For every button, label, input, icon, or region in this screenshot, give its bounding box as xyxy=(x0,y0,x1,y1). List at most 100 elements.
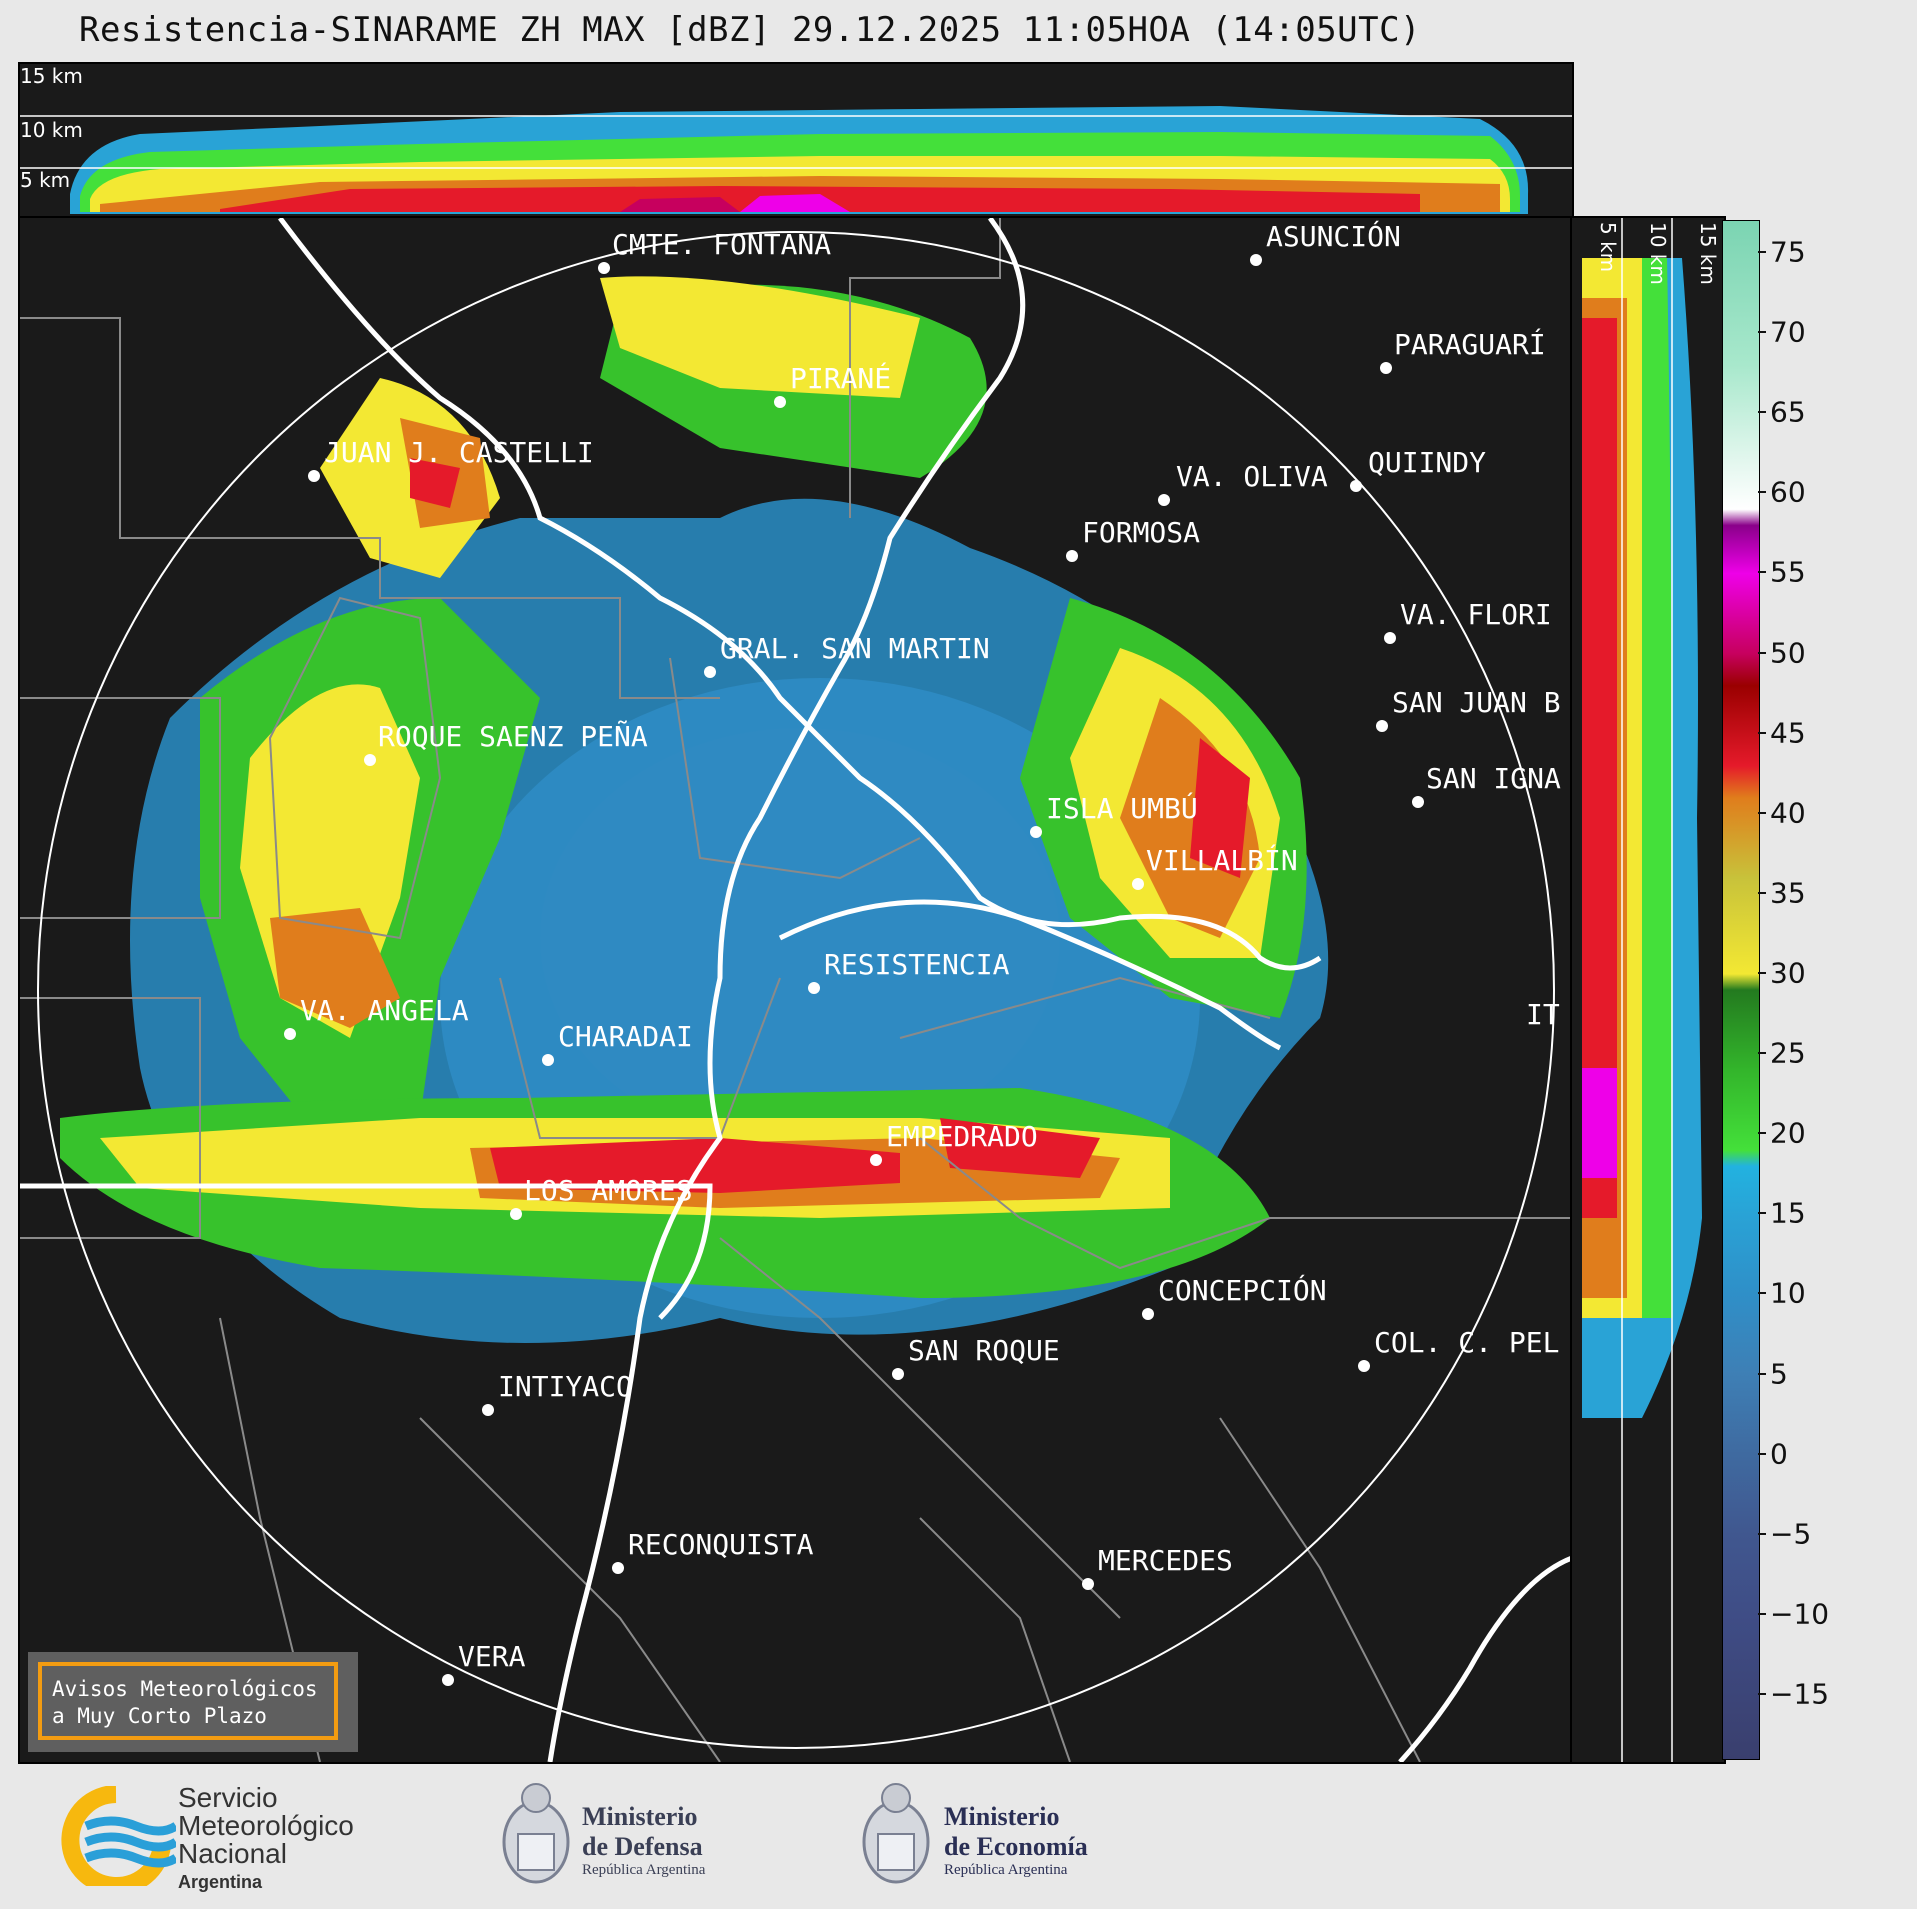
city-dot-los-amores[interactable] xyxy=(510,1208,522,1220)
city-dot-isla-umbu[interactable] xyxy=(1030,826,1042,838)
colorbar-tick-label: 70 xyxy=(1770,315,1806,349)
colorbar-tick-mark xyxy=(1758,1372,1766,1375)
colorbar-tick-mark xyxy=(1758,1212,1766,1215)
city-dot-asuncion[interactable] xyxy=(1250,254,1262,266)
city-label-asuncion: ASUNCIÓN xyxy=(1266,220,1401,253)
city-dot-villalbin[interactable] xyxy=(1132,878,1144,890)
colorbar-tick-label: 35 xyxy=(1770,876,1806,910)
colorbar-tick-mark xyxy=(1758,1052,1766,1055)
top-profile-echo xyxy=(20,106,1572,214)
city-dot-charadai[interactable] xyxy=(542,1054,554,1066)
city-dot-va-oliva[interactable] xyxy=(1158,494,1170,506)
city-label-reconquista: RECONQUISTA xyxy=(628,1528,814,1561)
colorbar-tick-label: 5 xyxy=(1770,1357,1788,1390)
colorbar-tick-mark xyxy=(1758,1132,1766,1135)
city-dot-concepcion[interactable] xyxy=(1142,1308,1154,1320)
city-label-formosa: FORMOSA xyxy=(1082,516,1201,549)
city-label-gral-san-martin: GRAL. SAN MARTIN xyxy=(720,632,990,665)
colorbar-tick-label: 10 xyxy=(1770,1276,1806,1310)
city-dot-san-igna[interactable] xyxy=(1412,796,1424,808)
city-dot-va-flori[interactable] xyxy=(1384,632,1396,644)
colorbar-tick-label: −15 xyxy=(1770,1677,1830,1711)
defensa-line3: República Argentina xyxy=(582,1862,706,1878)
city-dot-resistencia[interactable] xyxy=(808,982,820,994)
city-dot-formosa[interactable] xyxy=(1066,550,1078,562)
radar-echo-layer xyxy=(20,218,1572,1762)
height-label-10km: 10 km xyxy=(20,118,83,142)
colorbar-tick-mark xyxy=(1758,411,1766,414)
defensa-name: Ministerio de Defensa República Argentin… xyxy=(582,1802,705,1879)
warning-legend-line1: Avisos Meteorológicos xyxy=(52,1677,318,1701)
colorbar-tick-mark xyxy=(1758,1692,1766,1695)
city-dot-roque-saenz-pena[interactable] xyxy=(364,754,376,766)
city-label-it: IT xyxy=(1526,998,1560,1031)
colorbar-tick-label: 25 xyxy=(1770,1036,1806,1070)
top-height-profile: 15 km 10 km 5 km xyxy=(18,62,1574,220)
city-dot-col-c-pel[interactable] xyxy=(1358,1360,1370,1372)
colorbar-tick-mark xyxy=(1758,1532,1766,1535)
radar-map[interactable]: CMTE. FONTANA ASUNCIÓN PARAGUARÍ PIRANÉ … xyxy=(18,216,1574,1764)
colorbar-tick-label: 40 xyxy=(1770,796,1806,830)
warning-legend-line2: a Muy Corto Plazo xyxy=(52,1704,267,1728)
city-dot-gral-san-martin[interactable] xyxy=(704,666,716,678)
colorbar-tick-mark xyxy=(1758,331,1766,334)
smn-name-line4: Argentina xyxy=(178,1872,263,1892)
city-label-isla-umbu: ISLA UMBÚ xyxy=(1046,792,1198,825)
smn-name-line3: Nacional xyxy=(178,1838,287,1869)
side-profile-echo xyxy=(1582,218,1702,1762)
colorbar-tick-mark xyxy=(1758,1452,1766,1455)
city-dot-empedrado[interactable] xyxy=(870,1154,882,1166)
city-label-col-c-pel: COL. C. PEL xyxy=(1374,1326,1560,1359)
height-label-5km: 5 km xyxy=(20,168,71,192)
city-label-cmte-fontana: CMTE. FONTANA xyxy=(612,228,832,261)
dbz-colorbar xyxy=(1722,220,1760,1760)
city-label-quiindy: QUIINDY xyxy=(1368,446,1487,479)
smn-logo-icon xyxy=(61,1786,176,1886)
city-dot-pirane[interactable] xyxy=(774,396,786,408)
defensa-line2: de Defensa xyxy=(582,1832,703,1861)
city-dot-paraguari[interactable] xyxy=(1380,362,1392,374)
city-dot-vera[interactable] xyxy=(442,1674,454,1686)
city-dot-intiyaco[interactable] xyxy=(482,1404,494,1416)
city-label-va-flori: VA. FLORI xyxy=(1400,598,1552,631)
city-label-san-roque: SAN ROQUE xyxy=(908,1334,1060,1367)
city-dot-reconquista[interactable] xyxy=(612,1562,624,1574)
city-label-charadai: CHARADAI xyxy=(558,1020,693,1053)
city-label-concepcion: CONCEPCIÓN xyxy=(1158,1274,1327,1307)
city-dot-quiindy[interactable] xyxy=(1350,480,1362,492)
colorbar-tick-mark xyxy=(1758,1292,1766,1295)
argentina-seal-icon-2 xyxy=(862,1783,930,1884)
colorbar-tick-label: 20 xyxy=(1770,1116,1806,1150)
city-label-empedrado: EMPEDRADO xyxy=(886,1120,1038,1153)
side-height-5km: 5 km xyxy=(1596,222,1620,273)
city-label-san-igna: SAN IGNA xyxy=(1426,762,1561,795)
defensa-line1: Ministerio xyxy=(582,1802,698,1831)
city-label-vera: VERA xyxy=(458,1640,526,1673)
city-dot-san-roque[interactable] xyxy=(892,1368,904,1380)
city-dot-cmte-fontana[interactable] xyxy=(598,262,610,274)
colorbar-tick-mark xyxy=(1758,491,1766,494)
city-label-pirane: PIRANÉ xyxy=(790,362,892,395)
colorbar-tick-mark xyxy=(1758,731,1766,734)
city-label-juan-j-castelli: JUAN J. CASTELLI xyxy=(324,436,594,469)
city-dot-juan-j-castelli[interactable] xyxy=(308,470,320,482)
city-dot-va-angela[interactable] xyxy=(284,1028,296,1040)
city-label-mercedes: MERCEDES xyxy=(1098,1544,1233,1577)
height-label-15km: 15 km xyxy=(20,64,83,88)
city-label-intiyaco: INTIYACO xyxy=(498,1370,633,1403)
city-label-resistencia: RESISTENCIA xyxy=(824,948,1010,981)
colorbar-tick-label: 75 xyxy=(1770,235,1806,269)
colorbar-tick-mark xyxy=(1758,971,1766,974)
economia-line2: de Economía xyxy=(944,1832,1088,1861)
city-dot-mercedes[interactable] xyxy=(1082,1578,1094,1590)
colorbar-tick-label: 55 xyxy=(1770,555,1806,589)
city-label-san-juan-b: SAN JUAN B xyxy=(1392,686,1561,719)
warning-legend-box xyxy=(28,1652,358,1752)
city-dot-san-juan-b[interactable] xyxy=(1376,720,1388,732)
colorbar-tick-mark xyxy=(1758,1612,1766,1615)
side-height-15km: 15 km xyxy=(1696,222,1720,285)
side-height-10km: 10 km xyxy=(1646,222,1670,285)
economia-line1: Ministerio xyxy=(944,1802,1060,1831)
smn-name-line2: Meteorológico xyxy=(178,1810,354,1841)
warning-legend[interactable]: Avisos Meteorológicos a Muy Corto Plazo xyxy=(38,1662,338,1740)
